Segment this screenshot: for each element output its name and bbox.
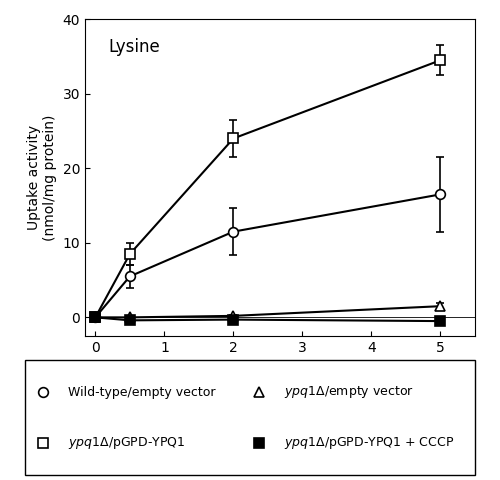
FancyBboxPatch shape [25, 360, 475, 475]
Text: Lysine: Lysine [108, 38, 160, 56]
Text: $ypq1\Delta$/empty vector: $ypq1\Delta$/empty vector [284, 384, 414, 400]
Text: $ypq1\Delta$/pGPD-YPQ1: $ypq1\Delta$/pGPD-YPQ1 [68, 435, 185, 451]
Text: $ypq1\Delta$/pGPD-YPQ1 + CCCP: $ypq1\Delta$/pGPD-YPQ1 + CCCP [284, 435, 454, 451]
Text: Wild-type/empty vector: Wild-type/empty vector [68, 386, 215, 399]
Y-axis label: Uptake activity
(nmol/mg protein): Uptake activity (nmol/mg protein) [27, 114, 57, 241]
X-axis label: Time (min): Time (min) [238, 360, 322, 375]
